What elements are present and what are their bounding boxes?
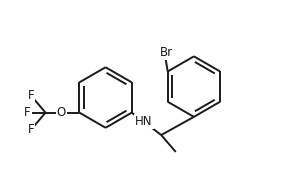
Text: O: O (56, 106, 66, 119)
Text: F: F (28, 123, 34, 136)
Text: Br: Br (160, 46, 173, 59)
Text: HN: HN (135, 115, 153, 128)
Text: F: F (24, 106, 31, 119)
Text: F: F (28, 89, 34, 102)
